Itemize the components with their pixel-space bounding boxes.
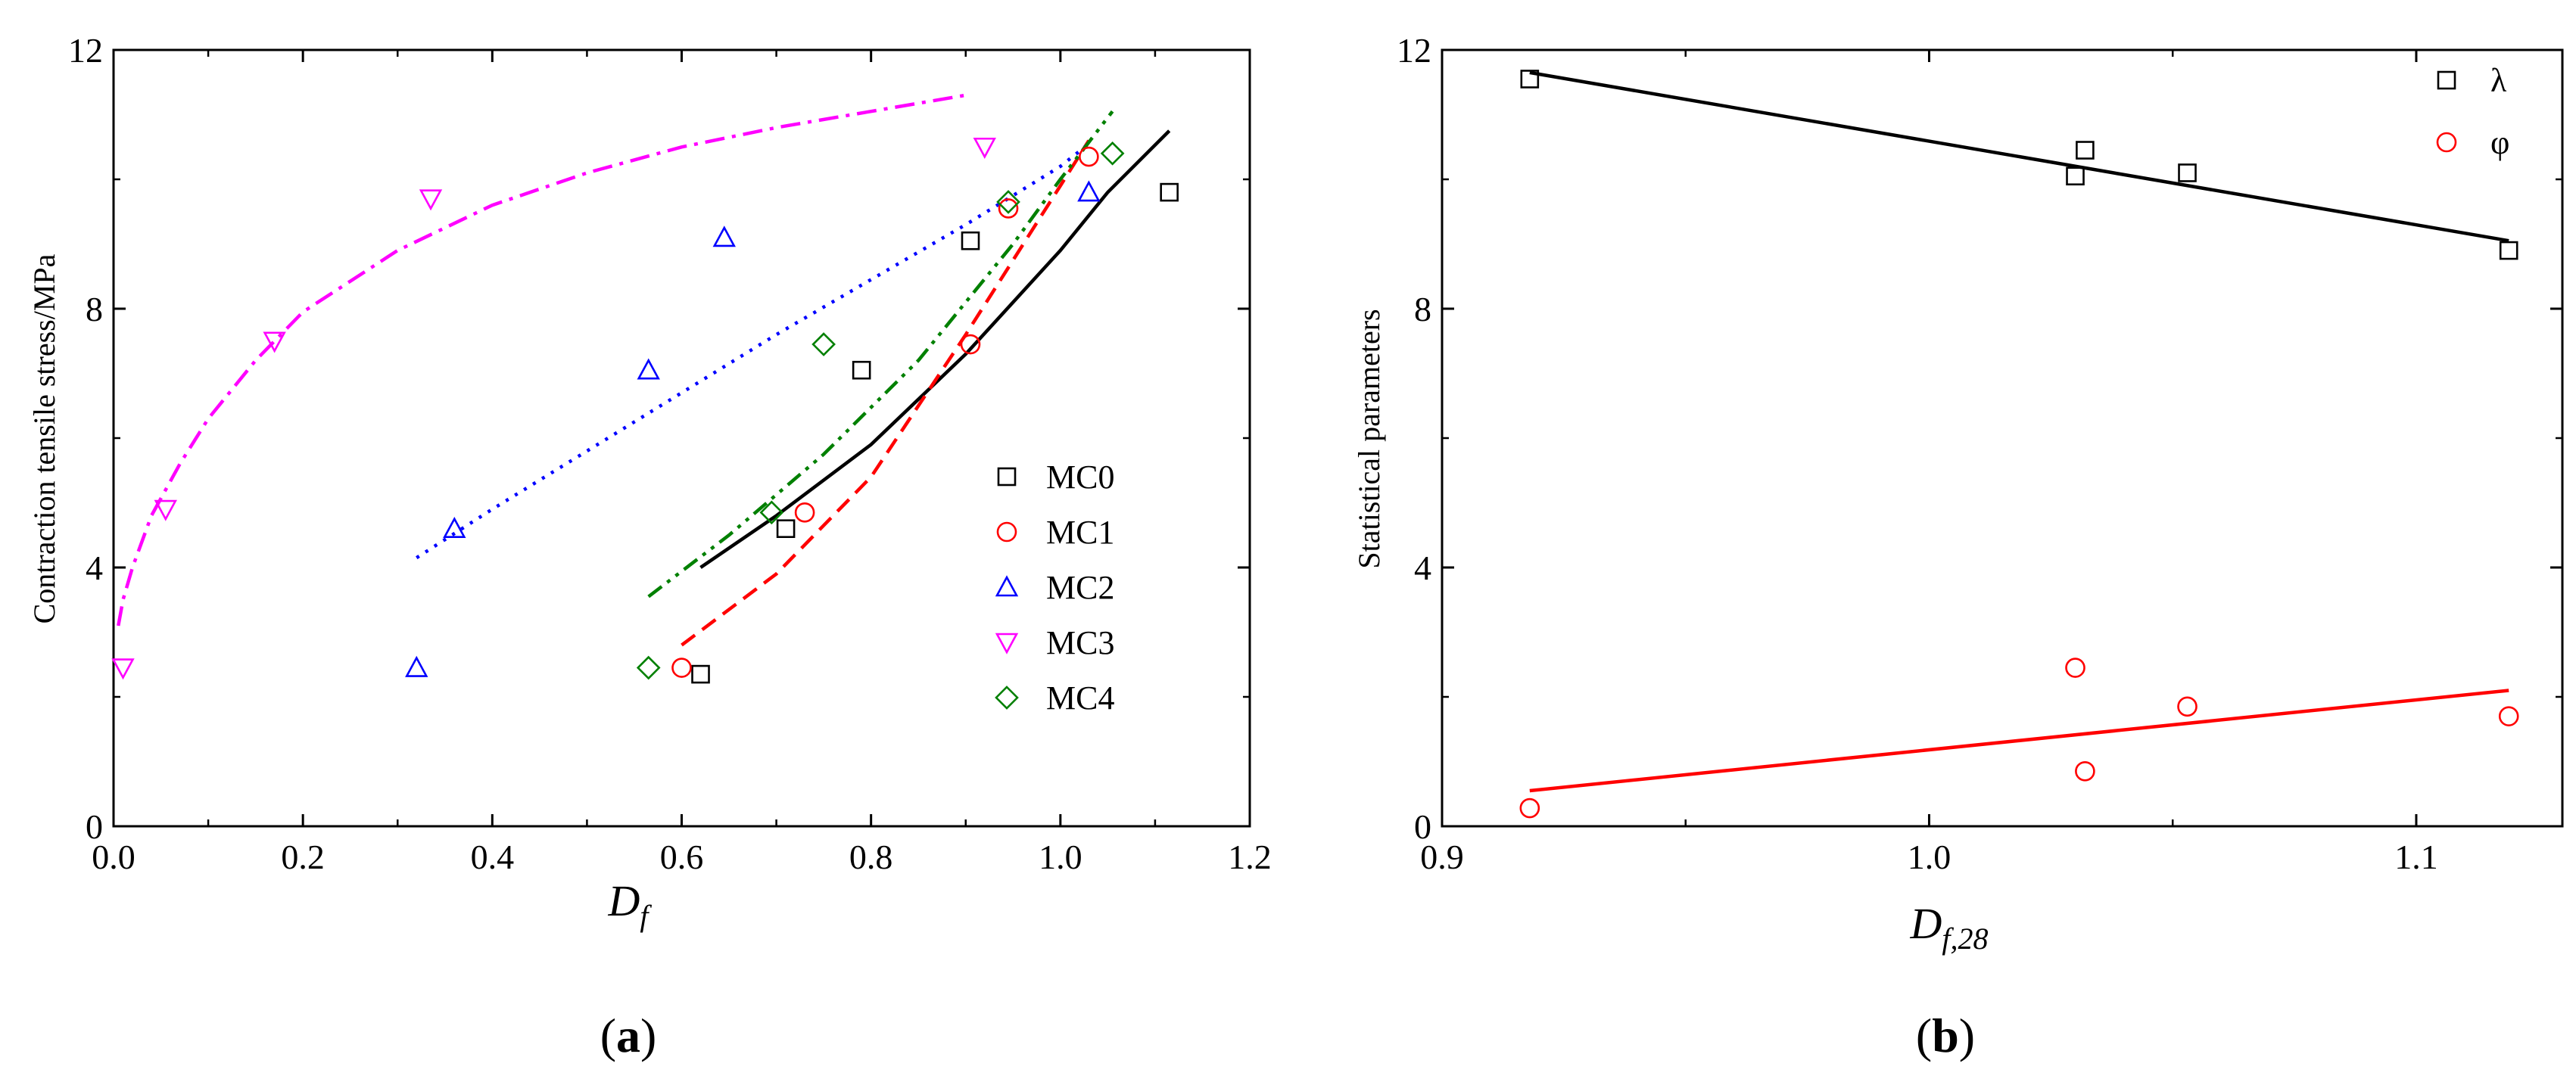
x-tick-label: 0.6 — [660, 838, 704, 876]
x-tick-label: 1.2 — [1228, 838, 1272, 876]
data-point — [263, 331, 286, 353]
x-tick-label: 0.2 — [281, 838, 325, 876]
x-tick-label: 1.0 — [1908, 838, 1951, 876]
legend-marker — [2437, 70, 2456, 90]
data-point — [1077, 180, 1101, 202]
y-tick-label: 4 — [1414, 549, 1431, 587]
y-axis-title-a: Contraction tensile stress/MPa — [27, 253, 61, 623]
fit-lines-b — [1529, 70, 2509, 793]
y-tick-label: 4 — [86, 549, 103, 587]
legend-label: MC2 — [1046, 569, 1114, 606]
chart-b: 0.9 1.0 1.1 0 4 8 12 λφ Statistical parameters… — [1352, 31, 2564, 1062]
data-point — [419, 189, 443, 211]
data-point — [2498, 706, 2519, 726]
plot-frame-b — [1441, 48, 2564, 828]
fit-lines-a — [117, 93, 1171, 647]
legend-marker — [995, 633, 1019, 654]
x-tick-label: 0.0 — [92, 838, 135, 876]
legend-label: MC0 — [1046, 459, 1114, 496]
y-axis-title-b: Statistical parameters — [1352, 309, 1386, 568]
y-tick-label: 8 — [86, 290, 103, 328]
data-point — [712, 225, 736, 247]
data-point — [1160, 182, 1179, 202]
fit-line — [647, 110, 1114, 599]
fit-line — [416, 142, 1090, 560]
y-tick-label: 8 — [1414, 290, 1431, 328]
ticks-a: 0.0 0.2 0.4 0.6 0.8 1.0 1.2 0 4 8 12 — [68, 31, 1272, 876]
data-point — [636, 655, 661, 680]
data-point — [1079, 146, 1099, 167]
data-point — [852, 360, 871, 380]
legend-marker — [2436, 132, 2457, 153]
x-tick-label: 1.1 — [2394, 838, 2438, 876]
data-point — [2499, 241, 2518, 260]
fit-line — [699, 129, 1171, 569]
data-points-a — [111, 137, 1179, 684]
legend-b: λφ — [2436, 62, 2509, 161]
panel-label-b: (b) — [1916, 1009, 1975, 1062]
x-axis-title-a: Df — [607, 876, 652, 933]
data-point — [776, 519, 796, 539]
data-point — [2177, 696, 2198, 717]
fit-line — [117, 93, 967, 627]
data-point — [996, 190, 1020, 214]
y-tick-label: 12 — [68, 31, 103, 70]
data-point — [1520, 70, 1540, 89]
y-tick-label: 0 — [1414, 807, 1431, 846]
y-tick-label: 0 — [86, 807, 103, 846]
data-point — [1519, 798, 1540, 819]
data-point — [961, 231, 980, 250]
data-point — [637, 358, 660, 380]
data-point — [960, 334, 981, 355]
data-point — [154, 499, 177, 521]
x-tick-label: 0.8 — [849, 838, 893, 876]
y-tick-label: 12 — [1397, 31, 1431, 70]
legend-label: MC4 — [1046, 679, 1114, 717]
data-point — [794, 502, 815, 523]
data-point — [111, 658, 135, 680]
legend-label: MC3 — [1046, 624, 1114, 661]
legend-marker — [995, 686, 1019, 710]
x-tick-label: 0.4 — [471, 838, 515, 876]
data-point — [2066, 166, 2085, 186]
legend-marker — [996, 521, 1017, 543]
legend-a: MC0 MC1 MC2 MC3 MC4 — [995, 459, 1114, 717]
legend-marker — [997, 467, 1017, 487]
data-point — [405, 655, 428, 677]
data-point — [443, 516, 466, 539]
panel-label-a: (a) — [600, 1009, 657, 1062]
x-tick-label: 1.0 — [1039, 838, 1082, 876]
data-point — [811, 332, 836, 356]
legend-label: λ — [2490, 62, 2507, 99]
fit-line — [681, 139, 1091, 647]
data-point — [759, 500, 784, 525]
data-point — [2076, 141, 2095, 160]
ticks-b: 0.9 1.0 1.1 0 4 8 12 — [1397, 31, 2562, 876]
data-point — [2178, 163, 2197, 182]
x-tick-label: 0.9 — [1420, 838, 1464, 876]
legend-label: φ — [2490, 124, 2509, 161]
data-point — [671, 658, 692, 678]
data-point — [1100, 141, 1125, 166]
data-point — [998, 198, 1019, 219]
legend-marker — [995, 575, 1019, 597]
data-point — [2075, 761, 2095, 782]
data-point — [2065, 658, 2085, 678]
data-point — [973, 137, 996, 159]
fit-line — [1529, 70, 2509, 243]
legend-label: MC1 — [1046, 514, 1114, 551]
fit-line — [1529, 689, 2509, 793]
data-points-b — [1519, 70, 2519, 819]
data-point — [691, 664, 710, 684]
x-axis-title-b: Df,28 — [1909, 899, 1988, 956]
